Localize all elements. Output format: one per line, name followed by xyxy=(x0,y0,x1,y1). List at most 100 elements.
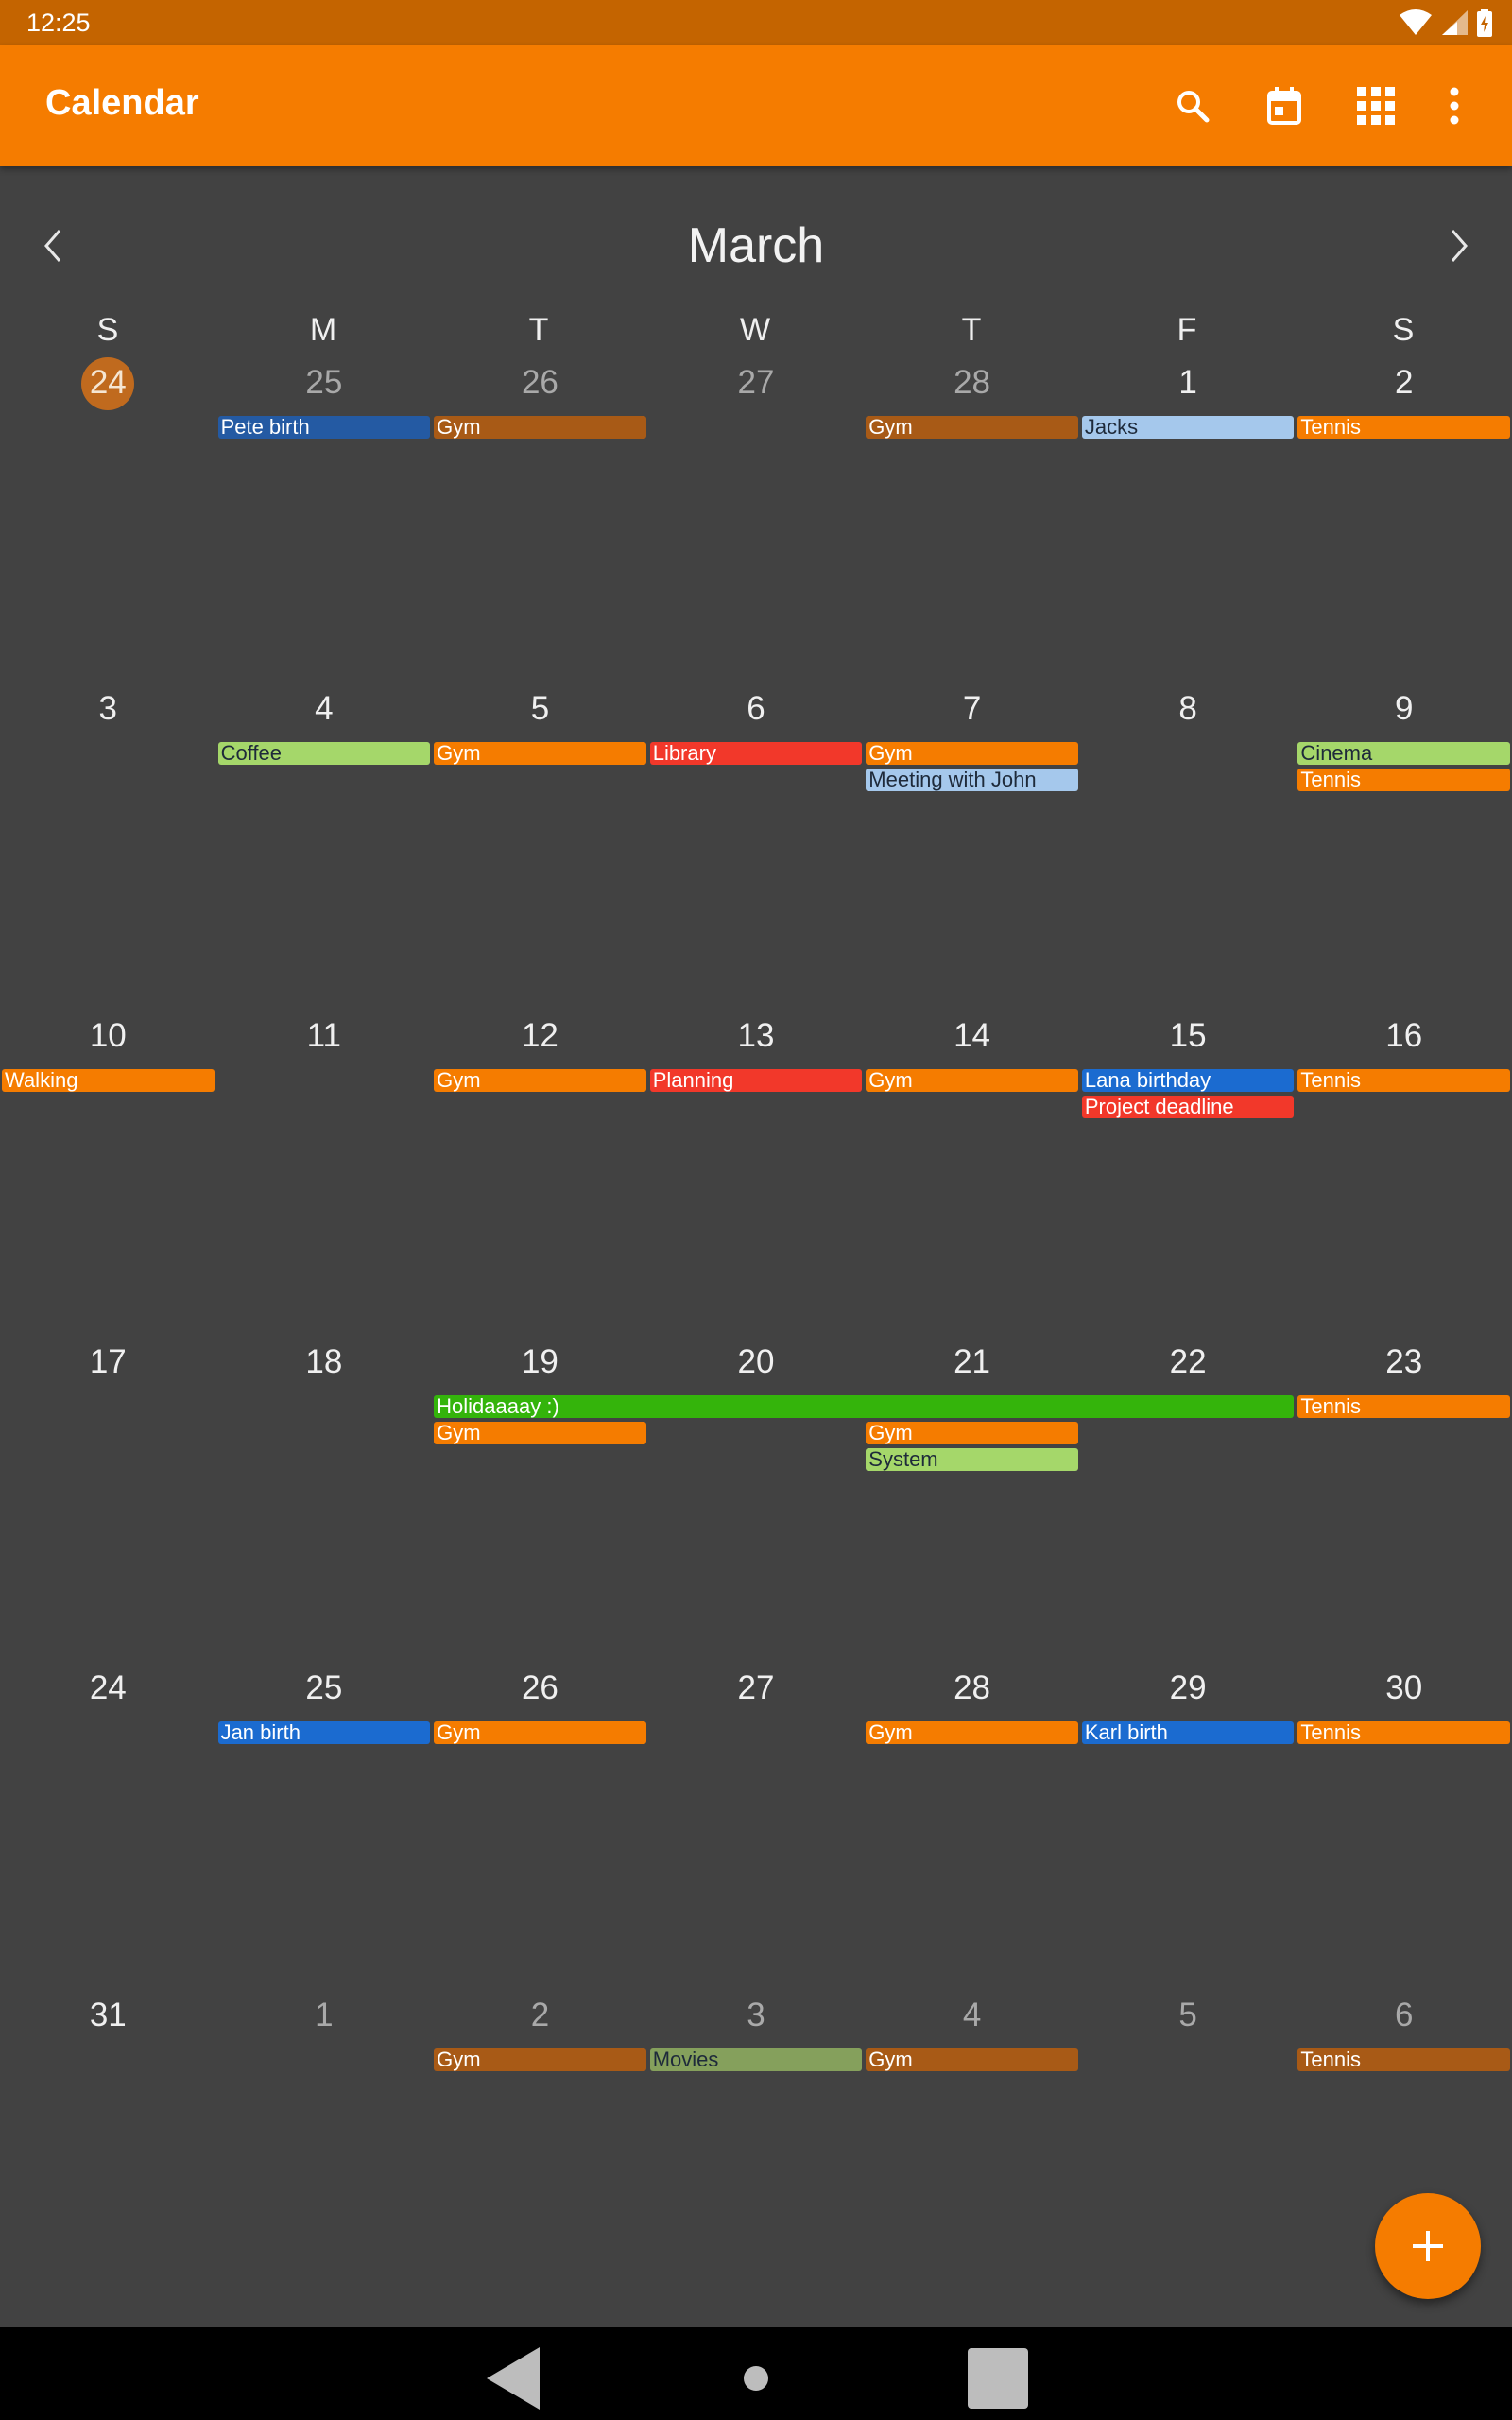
event-chip[interactable]: Tennis xyxy=(1297,1721,1510,1745)
event-chip[interactable]: Jan birth xyxy=(217,1721,431,1745)
day-cell[interactable]: 25 xyxy=(216,1665,433,1991)
search-icon[interactable] xyxy=(1170,83,1215,129)
day-number: 25 xyxy=(305,364,343,401)
day-cell[interactable]: 20 xyxy=(648,1339,865,1665)
event-chip[interactable]: Meeting with John xyxy=(866,769,1078,792)
next-month-chevron-icon[interactable] xyxy=(1433,219,1486,272)
day-cell[interactable]: 2 xyxy=(1296,359,1512,685)
day-cell[interactable]: 28 xyxy=(864,1665,1080,1991)
day-cell[interactable]: 28 xyxy=(864,359,1080,685)
event-chip[interactable]: Tennis xyxy=(1297,2048,1510,2071)
event-chip[interactable]: Holidaaaay :) xyxy=(434,1394,1295,1418)
event-chip[interactable]: Planning xyxy=(649,1068,863,1092)
day-cell[interactable]: 18 xyxy=(216,1339,433,1665)
day-cell[interactable]: 25 xyxy=(216,359,433,685)
day-cell[interactable]: 3 xyxy=(648,1992,865,2318)
day-cell[interactable]: 23 xyxy=(1296,1339,1512,1665)
more-vert-icon[interactable] xyxy=(1432,83,1477,129)
weekday-label: F xyxy=(1177,312,1197,348)
day-cell[interactable]: 13 xyxy=(648,1012,865,1339)
today-indicator xyxy=(81,357,135,410)
day-cell[interactable]: 14 xyxy=(864,1012,1080,1339)
event-chip[interactable]: Gym xyxy=(434,1421,646,1444)
day-cell[interactable]: 26 xyxy=(432,1665,648,1991)
day-cell[interactable]: 16 xyxy=(1296,1012,1512,1339)
day-cell[interactable]: 29 xyxy=(1080,1665,1297,1991)
calendar-today-icon[interactable] xyxy=(1262,83,1307,129)
event-chip[interactable]: Tennis xyxy=(1297,1068,1510,1092)
previous-month-chevron-icon[interactable] xyxy=(26,219,79,272)
event-chip[interactable]: Tennis xyxy=(1297,1394,1510,1418)
day-cell[interactable]: 5 xyxy=(432,685,648,1011)
day-cell[interactable]: 5 xyxy=(1080,1992,1297,2318)
day-number: 29 xyxy=(1169,1669,1207,1707)
event-chip[interactable]: Gym xyxy=(866,416,1078,439)
event-chip[interactable]: Gym xyxy=(434,742,646,766)
day-cell[interactable]: 27 xyxy=(648,1665,865,1991)
day-cell[interactable]: 4 xyxy=(864,1992,1080,2318)
day-cell[interactable]: 6 xyxy=(1296,1992,1512,2318)
day-number: 13 xyxy=(737,1016,775,1054)
day-number: 28 xyxy=(954,364,991,401)
day-cell[interactable]: 2 xyxy=(432,1992,648,2318)
recents-icon[interactable] xyxy=(964,2344,1032,2412)
event-chip[interactable]: Gym xyxy=(434,1068,646,1092)
event-chip[interactable]: Pete birth xyxy=(217,416,431,439)
event-chip[interactable]: Coffee xyxy=(217,742,431,766)
day-cell[interactable]: 19 xyxy=(432,1339,648,1665)
event-chip[interactable]: Gym xyxy=(434,416,646,439)
day-cell[interactable]: 12 xyxy=(432,1012,648,1339)
day-cell[interactable]: 26 xyxy=(432,359,648,685)
day-cell[interactable]: 6 xyxy=(648,685,865,1011)
back-icon[interactable] xyxy=(479,2344,547,2412)
day-number: 27 xyxy=(737,364,775,401)
event-chip[interactable]: Karl birth xyxy=(1081,1721,1295,1745)
event-chip[interactable]: Gym xyxy=(434,2048,646,2071)
event-chip[interactable]: Gym xyxy=(866,1721,1078,1745)
event-chip[interactable]: System xyxy=(866,1447,1078,1471)
view-grid-icon[interactable] xyxy=(1353,83,1399,129)
day-cell[interactable]: 8 xyxy=(1080,685,1297,1011)
day-cell[interactable]: 30 xyxy=(1296,1665,1512,1991)
signal-icon xyxy=(1442,10,1468,35)
event-chip[interactable]: Lana birthday xyxy=(1081,1068,1295,1092)
day-cell[interactable]: 24 xyxy=(0,1665,216,1991)
event-chip[interactable]: Library xyxy=(649,742,863,766)
day-cell[interactable]: 10 xyxy=(0,1012,216,1339)
day-cell[interactable]: 11 xyxy=(216,1012,433,1339)
day-cell[interactable]: 15 xyxy=(1080,1012,1297,1339)
day-cell[interactable]: 1 xyxy=(216,1992,433,2318)
app-title: Calendar xyxy=(45,83,199,123)
day-cell[interactable]: 31 xyxy=(0,1992,216,2318)
event-chip[interactable]: Gym xyxy=(866,1421,1078,1444)
day-cell[interactable]: 21 xyxy=(864,1339,1080,1665)
event-chip[interactable]: Gym xyxy=(866,742,1078,766)
day-cell[interactable]: 17 xyxy=(0,1339,216,1665)
event-chip[interactable]: Movies xyxy=(649,2048,863,2071)
event-chip[interactable]: Jacks xyxy=(1081,416,1295,439)
day-cell[interactable]: 1 xyxy=(1080,359,1297,685)
event-chip[interactable]: Tennis xyxy=(1297,769,1510,792)
week-row: 24 25 26 27 28 1 2 xyxy=(0,357,1512,685)
event-chip[interactable]: Walking xyxy=(2,1068,215,1092)
day-cell[interactable]: 24 xyxy=(0,357,216,685)
day-cell[interactable]: 9 xyxy=(1296,685,1512,1011)
day-cell[interactable]: 27 xyxy=(648,359,865,685)
day-number: 4 xyxy=(962,1996,982,2033)
weekday-label: M xyxy=(309,312,337,348)
event-chip[interactable]: Gym xyxy=(866,2048,1078,2071)
day-cell[interactable]: 7 xyxy=(864,685,1080,1011)
day-number: 3 xyxy=(98,690,118,728)
home-icon[interactable] xyxy=(722,2344,790,2412)
day-cell[interactable]: 22 xyxy=(1080,1339,1297,1665)
event-chip[interactable]: Gym xyxy=(434,1721,646,1745)
day-number: 20 xyxy=(737,1342,775,1380)
event-chip[interactable]: Gym xyxy=(866,1068,1078,1092)
event-chip[interactable]: Cinema xyxy=(1297,742,1510,766)
event-chip[interactable]: Tennis xyxy=(1297,416,1510,439)
day-cell[interactable]: 3 xyxy=(0,685,216,1011)
day-number: 8 xyxy=(1178,690,1197,728)
add-event-button[interactable] xyxy=(1375,2193,1481,2299)
event-chip[interactable]: Project deadline xyxy=(1081,1095,1295,1118)
day-cell[interactable]: 4 xyxy=(216,685,433,1011)
